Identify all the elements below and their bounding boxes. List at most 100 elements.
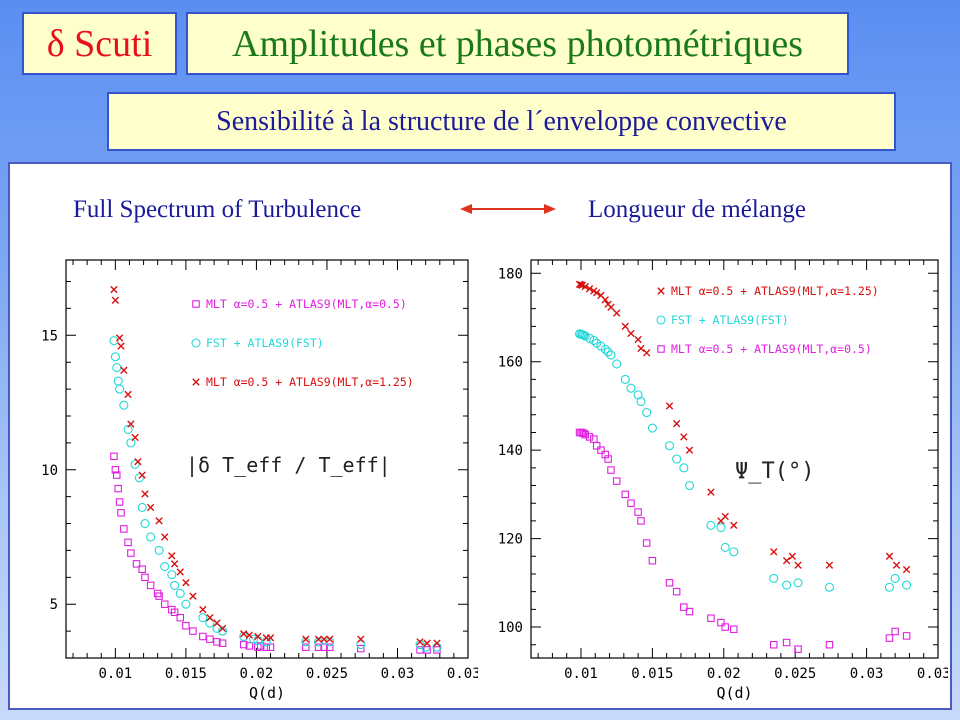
data-point bbox=[794, 645, 802, 653]
data-point bbox=[199, 632, 207, 641]
data-point bbox=[717, 618, 725, 627]
legend-marker bbox=[657, 287, 665, 295]
phase-chart: 0.01 0.015 0.02 0.025 0.03 0.035 100 120 140 160 1… bbox=[498, 259, 948, 702]
data-point bbox=[580, 331, 590, 341]
chart-annotation: |δ T_eff / T_eff| bbox=[186, 453, 391, 477]
data-point bbox=[168, 552, 176, 560]
data-point bbox=[902, 580, 912, 590]
data-point bbox=[112, 363, 122, 373]
data-point bbox=[642, 408, 652, 418]
data-point bbox=[302, 643, 310, 651]
data-point bbox=[301, 637, 311, 647]
data-point bbox=[607, 303, 615, 312]
data-point bbox=[730, 625, 738, 634]
data-point bbox=[579, 330, 589, 340]
plot-frame bbox=[530, 259, 939, 659]
data-point bbox=[141, 490, 149, 498]
data-point bbox=[132, 560, 141, 568]
data-point bbox=[314, 643, 323, 651]
data-point bbox=[884, 582, 894, 592]
data-point bbox=[634, 335, 642, 344]
data-point bbox=[581, 430, 590, 439]
data-point bbox=[592, 289, 601, 297]
data-point bbox=[189, 592, 197, 600]
data-point bbox=[601, 296, 609, 304]
data-point bbox=[175, 588, 185, 599]
data-point bbox=[146, 581, 155, 590]
y-tick-label: 160 bbox=[498, 355, 523, 371]
data-point bbox=[182, 621, 190, 630]
data-point bbox=[626, 383, 636, 393]
data-point bbox=[127, 420, 135, 428]
data-point bbox=[680, 433, 688, 441]
data-point bbox=[680, 603, 688, 611]
data-point bbox=[793, 578, 803, 588]
mlt-label: Longueur de mélange bbox=[588, 196, 806, 223]
data-point bbox=[788, 552, 797, 560]
data-point bbox=[320, 643, 328, 651]
data-point bbox=[423, 646, 431, 654]
data-point bbox=[119, 400, 129, 410]
data-point bbox=[123, 424, 133, 434]
data-point bbox=[111, 296, 120, 305]
data-point bbox=[110, 285, 118, 294]
legend-marker bbox=[192, 300, 200, 308]
series-cross bbox=[110, 285, 441, 647]
data-point bbox=[612, 359, 622, 369]
data-point bbox=[130, 459, 140, 469]
legend-entry: MLT α=0.5 + ATLAS9(MLT,α=1.25) bbox=[206, 375, 414, 389]
x-tick-label: 0.025 bbox=[774, 666, 816, 682]
data-point bbox=[647, 423, 657, 433]
data-point bbox=[170, 608, 179, 617]
data-point bbox=[885, 552, 894, 560]
data-point bbox=[416, 638, 424, 646]
data-point bbox=[592, 441, 601, 450]
data-point bbox=[684, 480, 695, 491]
data-point bbox=[794, 561, 802, 569]
data-point bbox=[109, 336, 119, 346]
data-point bbox=[218, 626, 228, 636]
x-tick-label: 0.01 bbox=[99, 666, 133, 682]
data-point bbox=[729, 547, 739, 557]
double-arrow-icon bbox=[460, 204, 556, 214]
data-point bbox=[597, 446, 605, 454]
data-point bbox=[621, 490, 630, 499]
data-point bbox=[110, 452, 118, 461]
data-point bbox=[415, 640, 425, 650]
data-point bbox=[606, 350, 616, 360]
data-point bbox=[326, 643, 334, 651]
delta-scuti-title: δ Scuti bbox=[22, 12, 177, 75]
data-point bbox=[685, 607, 694, 616]
data-point bbox=[117, 509, 125, 517]
data-point bbox=[642, 349, 651, 357]
data-point bbox=[266, 643, 275, 651]
data-point bbox=[585, 285, 594, 293]
x-tick-label: 0.03 bbox=[850, 666, 884, 682]
x-axis-label: Q(d) bbox=[249, 684, 285, 702]
data-point bbox=[782, 557, 791, 565]
data-point bbox=[892, 561, 901, 569]
data-point bbox=[218, 624, 227, 633]
y-tick-label: 140 bbox=[498, 443, 523, 459]
data-point bbox=[665, 402, 674, 410]
data-point bbox=[302, 635, 310, 643]
data-point bbox=[155, 592, 163, 600]
legend-marker bbox=[657, 345, 665, 353]
data-point bbox=[730, 521, 738, 530]
data-point bbox=[636, 396, 646, 407]
data-point bbox=[782, 580, 792, 590]
data-point bbox=[170, 560, 179, 568]
data-point bbox=[721, 512, 729, 521]
data-point bbox=[902, 632, 911, 640]
data-point bbox=[138, 565, 146, 574]
data-point bbox=[113, 376, 123, 386]
data-point bbox=[245, 631, 254, 639]
series-square bbox=[575, 428, 911, 653]
data-point bbox=[198, 613, 208, 623]
data-point bbox=[679, 463, 689, 473]
data-point bbox=[326, 635, 334, 643]
legend-entry: FST + ATLAS9(FST) bbox=[671, 313, 789, 327]
page-title: Amplitudes et phases photométriques bbox=[186, 12, 849, 75]
data-point bbox=[782, 638, 791, 647]
data-point bbox=[120, 366, 128, 374]
